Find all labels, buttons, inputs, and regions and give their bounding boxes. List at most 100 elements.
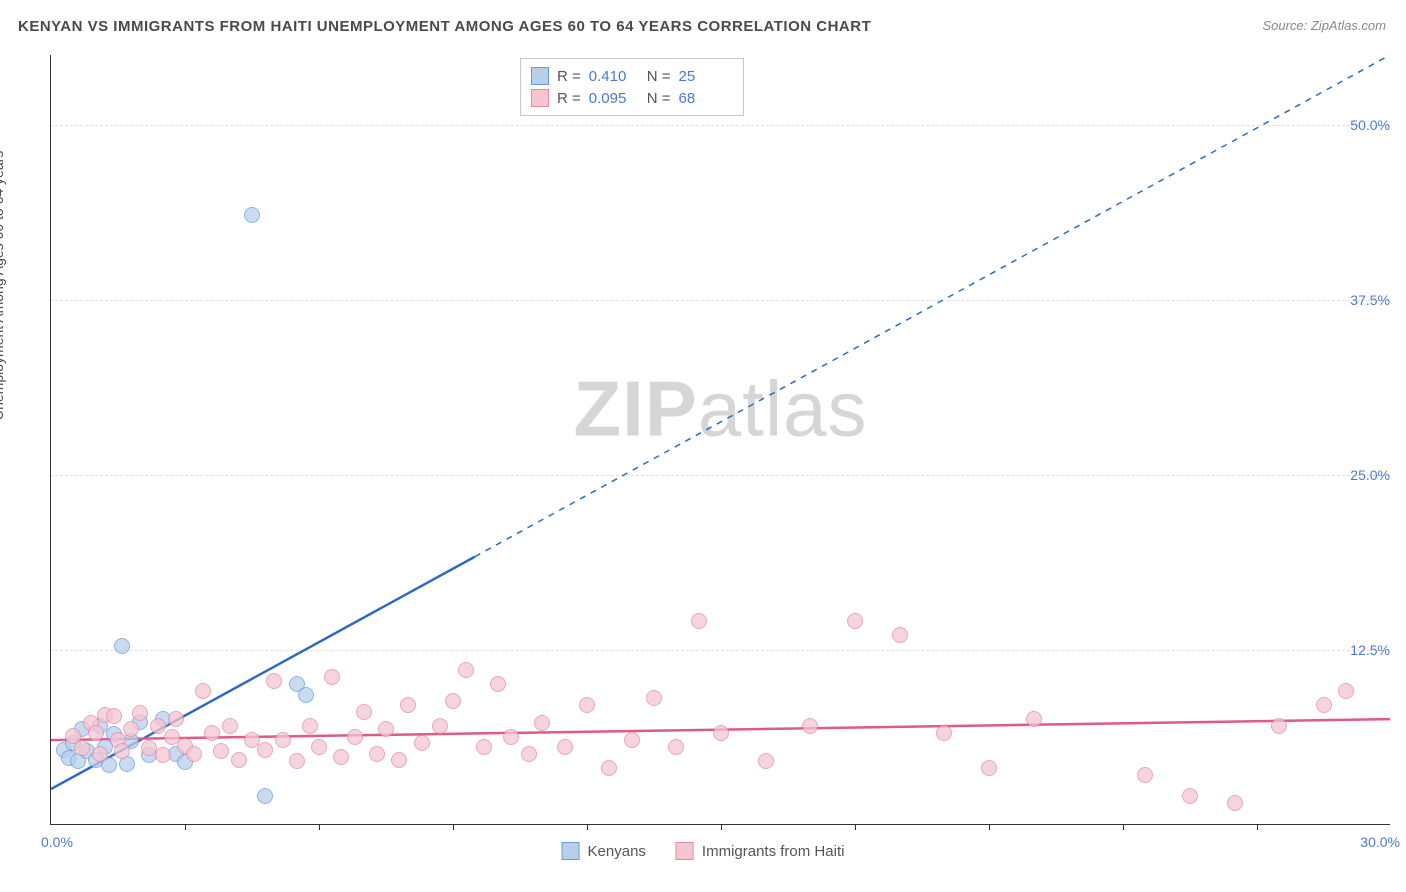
- y-axis-label: Unemployment Among Ages 60 to 64 years: [0, 151, 6, 420]
- scatter-point: [213, 743, 229, 759]
- series-legend: Kenyans Immigrants from Haiti: [562, 842, 845, 860]
- scatter-point: [414, 735, 430, 751]
- scatter-point: [802, 718, 818, 734]
- scatter-point: [432, 718, 448, 734]
- scatter-point: [244, 207, 260, 223]
- source-attribution: Source: ZipAtlas.com: [1262, 18, 1386, 33]
- scatter-point: [445, 693, 461, 709]
- r-label: R =: [557, 68, 581, 85]
- x-tick: [185, 824, 186, 830]
- scatter-point: [356, 704, 372, 720]
- scatter-point: [289, 753, 305, 769]
- series-name: Immigrants from Haiti: [702, 843, 845, 860]
- scatter-point: [168, 711, 184, 727]
- scatter-point: [1227, 795, 1243, 811]
- n-label: N =: [647, 68, 671, 85]
- chart-title: KENYAN VS IMMIGRANTS FROM HAITI UNEMPLOY…: [18, 18, 871, 35]
- n-value: 68: [679, 90, 729, 107]
- scatter-point: [150, 718, 166, 734]
- legend-swatch: [562, 842, 580, 860]
- scatter-point: [521, 746, 537, 762]
- scatter-point: [114, 743, 130, 759]
- legend-swatch: [531, 67, 549, 85]
- x-tick: [855, 824, 856, 830]
- r-value: 0.095: [589, 90, 639, 107]
- scatter-point: [847, 613, 863, 629]
- r-label: R =: [557, 90, 581, 107]
- stats-legend-box: R = 0.410 N = 25 R = 0.095 N = 68: [520, 58, 744, 116]
- x-tick: [319, 824, 320, 830]
- scatter-point: [266, 673, 282, 689]
- scatter-point: [1338, 683, 1354, 699]
- stats-legend-row: R = 0.095 N = 68: [531, 87, 729, 109]
- x-tick: [1123, 824, 1124, 830]
- x-tick: [1257, 824, 1258, 830]
- source-prefix: Source:: [1262, 18, 1310, 33]
- scatter-point: [324, 669, 340, 685]
- scatter-point: [892, 627, 908, 643]
- scatter-point: [579, 697, 595, 713]
- scatter-point: [74, 740, 90, 756]
- scatter-point: [155, 747, 171, 763]
- scatter-point: [123, 721, 139, 737]
- scatter-point: [114, 638, 130, 654]
- source-name: ZipAtlas.com: [1311, 18, 1386, 33]
- x-max-label: 30.0%: [1360, 834, 1400, 850]
- scatter-point: [257, 788, 273, 804]
- scatter-point: [204, 725, 220, 741]
- series-legend-item: Immigrants from Haiti: [676, 842, 845, 860]
- scatter-point: [92, 746, 108, 762]
- scatter-point: [713, 725, 729, 741]
- x-tick: [587, 824, 588, 830]
- scatter-point: [369, 746, 385, 762]
- trend-line-dashed: [475, 55, 1390, 557]
- scatter-point: [668, 739, 684, 755]
- scatter-point: [1316, 697, 1332, 713]
- scatter-point: [132, 705, 148, 721]
- stats-legend-row: R = 0.410 N = 25: [531, 65, 729, 87]
- scatter-point: [333, 749, 349, 765]
- scatter-point: [458, 662, 474, 678]
- scatter-point: [1271, 718, 1287, 734]
- scatter-point: [534, 715, 550, 731]
- scatter-point: [557, 739, 573, 755]
- scatter-point: [275, 732, 291, 748]
- scatter-point: [936, 725, 952, 741]
- scatter-point: [691, 613, 707, 629]
- scatter-point: [758, 753, 774, 769]
- series-name: Kenyans: [588, 843, 646, 860]
- watermark-bold: ZIP: [573, 364, 697, 452]
- scatter-point: [257, 742, 273, 758]
- scatter-point: [490, 676, 506, 692]
- scatter-point: [503, 729, 519, 745]
- scatter-point: [1026, 711, 1042, 727]
- x-tick: [453, 824, 454, 830]
- scatter-point: [186, 746, 202, 762]
- scatter-point: [378, 721, 394, 737]
- x-origin-label: 0.0%: [41, 834, 73, 850]
- scatter-point: [476, 739, 492, 755]
- legend-swatch: [676, 842, 694, 860]
- n-value: 25: [679, 68, 729, 85]
- scatter-point: [981, 760, 997, 776]
- scatter-point: [400, 697, 416, 713]
- x-tick: [989, 824, 990, 830]
- scatter-point: [106, 708, 122, 724]
- scatter-point: [195, 683, 211, 699]
- scatter-point: [391, 752, 407, 768]
- legend-swatch: [531, 89, 549, 107]
- scatter-point: [624, 732, 640, 748]
- watermark-light: atlas: [698, 364, 868, 452]
- scatter-point: [1182, 788, 1198, 804]
- watermark-text: ZIPatlas: [573, 363, 867, 454]
- scatter-point: [302, 718, 318, 734]
- scatter-point: [311, 739, 327, 755]
- n-label: N =: [647, 90, 671, 107]
- scatter-point: [1137, 767, 1153, 783]
- r-value: 0.410: [589, 68, 639, 85]
- trend-lines-svg: [51, 55, 1390, 824]
- chart-plot-area: ZIPatlas 0.0% 30.0%: [50, 55, 1390, 825]
- scatter-point: [231, 752, 247, 768]
- scatter-point: [347, 729, 363, 745]
- scatter-point: [646, 690, 662, 706]
